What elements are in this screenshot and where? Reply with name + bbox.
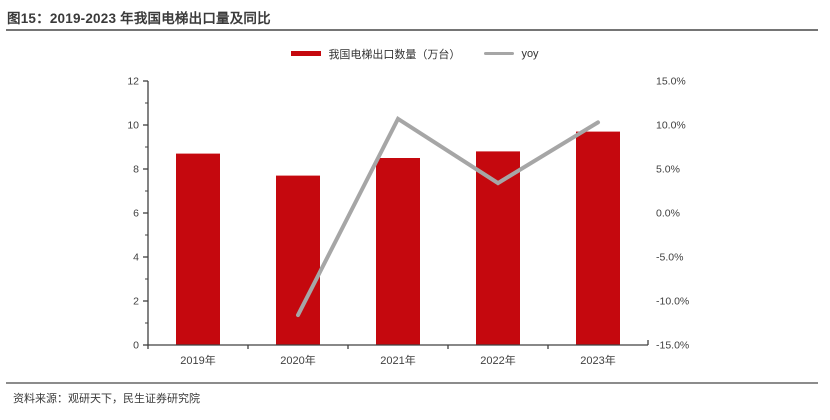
x-axis-category-label: 2020年 xyxy=(280,353,315,367)
bar-2021年 xyxy=(376,158,420,345)
x-axis-category-label: 2023年 xyxy=(580,353,615,367)
left-axis-tick-label: 8 xyxy=(133,164,139,176)
left-axis-tick-label: 4 xyxy=(133,252,139,264)
right-axis-tick-label: -10.0% xyxy=(656,296,689,308)
yoy-line xyxy=(296,115,600,318)
bar-2019年 xyxy=(176,153,220,345)
x-axis-category-label: 2021年 xyxy=(380,353,415,367)
left-axis-tick-label: 0 xyxy=(133,340,139,352)
right-axis-tick-label: 0.0% xyxy=(656,208,680,220)
bar-2023年 xyxy=(576,131,620,345)
legend-line-label: yoy xyxy=(521,47,539,60)
right-axis-tick-label: 10.0% xyxy=(656,120,686,132)
bar-2020年 xyxy=(276,175,320,345)
right-axis-tick-label: 15.0% xyxy=(656,76,686,88)
left-axis-tick-label: 12 xyxy=(127,76,139,88)
right-axis-tick-label: 5.0% xyxy=(656,164,680,176)
chart-legend: 我国电梯出口数量（万台） yoy xyxy=(0,46,830,61)
figure-title: 图15：2019-2023 年我国电梯出口量及同比 xyxy=(7,11,271,26)
x-axis-category-label: 2022年 xyxy=(480,353,515,367)
legend-bar-label: 我国电梯出口数量（万台） xyxy=(328,48,461,61)
right-axis-tick-label: -5.0% xyxy=(656,252,683,264)
right-axis-tick-label: -15.0% xyxy=(656,340,689,352)
bar-2022年 xyxy=(476,151,520,345)
title-divider xyxy=(6,29,818,31)
source-divider xyxy=(6,382,818,384)
x-axis-category-label: 2019年 xyxy=(180,353,215,367)
left-axis-tick-label: 6 xyxy=(133,208,139,220)
source-note: 资料来源：观研天下，民生证券研究院 xyxy=(13,393,200,405)
left-axis-tick-label: 10 xyxy=(127,120,139,132)
legend-line-swatch-icon xyxy=(484,51,515,56)
legend-bar-swatch-icon xyxy=(291,51,322,56)
left-axis-tick-label: 2 xyxy=(133,296,139,308)
